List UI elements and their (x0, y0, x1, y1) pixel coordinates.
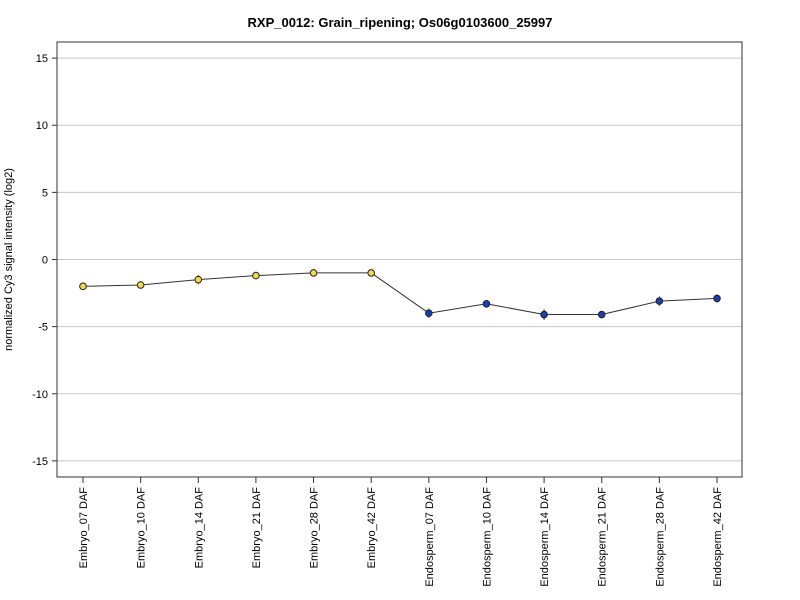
axis-layer: 15 10 5 0 -5 -10 -15 Embryo_07 DAF Embryo_10 DAF… (32, 53, 724, 587)
x-tick-label: Embryo_42 DAF (366, 487, 378, 569)
x-tick-label: Embryo_21 DAF (251, 487, 263, 569)
y-tick-label: 15 (36, 53, 48, 65)
data-point (252, 271, 260, 280)
data-point (597, 310, 606, 319)
x-tick-label: Endosperm_10 DAF (481, 487, 493, 587)
x-tick-label: Embryo_10 DAF (136, 487, 148, 569)
x-tick-label: Endosperm_42 DAF (712, 487, 724, 587)
x-tick-label: Embryo_07 DAF (78, 487, 90, 569)
series-line (82, 272, 718, 316)
y-tick-label: 0 (42, 255, 48, 267)
y-tick-label: 5 (42, 187, 48, 199)
data-point (136, 281, 145, 289)
x-tick-label: Endosperm_28 DAF (654, 487, 666, 587)
data-point (540, 310, 548, 319)
x-tick-label: Endosperm_07 DAF (424, 487, 436, 587)
data-point (655, 297, 664, 305)
data-point (309, 269, 318, 277)
x-tick-label: Endosperm_14 DAF (539, 487, 551, 587)
data-point (194, 275, 203, 284)
y-tick-label: -15 (32, 456, 48, 468)
data-point (367, 269, 375, 277)
y-tick-label: 10 (36, 120, 48, 132)
x-tick-label: Embryo_14 DAF (193, 487, 205, 569)
chart-title: RXP_0012: Grain_ripening; Os06g0103600_2… (248, 15, 553, 30)
x-tick-label: Endosperm_21 DAF (597, 487, 609, 587)
grid-layer (57, 57, 742, 462)
x-tick-label: Embryo_28 DAF (309, 487, 321, 569)
series-layer (79, 269, 721, 320)
y-axis-label: normalized Cy3 signal intensity (log2) (3, 168, 15, 351)
y-tick-label: -5 (38, 322, 48, 334)
data-point (713, 294, 721, 303)
y-tick-label: -10 (32, 389, 48, 401)
data-point (482, 300, 491, 308)
data-point (425, 309, 433, 318)
data-point (79, 282, 87, 291)
plot-frame (56, 41, 743, 478)
